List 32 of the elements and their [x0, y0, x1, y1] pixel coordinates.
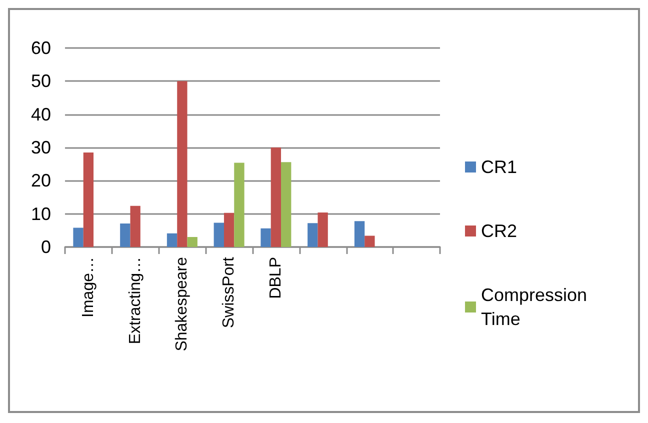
bar — [308, 223, 318, 247]
legend-label: Compression Time — [481, 285, 592, 329]
x-tick-label: DBLP — [267, 257, 284, 299]
x-tick-label: Shakespeare — [174, 256, 191, 352]
y-tick-label: 50 — [30, 71, 51, 92]
y-tick-label: 60 — [30, 38, 51, 58]
x-tick-label: SwissPort — [220, 256, 238, 328]
y-tick-label: 0 — [40, 237, 51, 257]
bar — [83, 152, 94, 247]
bar — [354, 221, 365, 247]
legend-label: CR1 — [481, 157, 518, 177]
bar — [234, 162, 244, 247]
bar — [281, 162, 292, 247]
y-tick-label: 40 — [30, 104, 51, 124]
bar — [120, 223, 130, 247]
bar — [187, 237, 198, 247]
bar — [214, 222, 224, 247]
y-tick-label: 20 — [30, 170, 51, 191]
x-tick-label: Image… — [80, 257, 97, 318]
bar — [177, 81, 188, 247]
bar — [73, 228, 84, 247]
y-tick-label: 30 — [30, 138, 51, 158]
bar — [364, 236, 375, 247]
y-tick-label: 10 — [30, 204, 51, 224]
x-tick-label: Extracting… — [126, 257, 144, 344]
legend-label: CR2 — [481, 221, 518, 241]
bar — [130, 206, 140, 247]
bar — [270, 148, 282, 247]
bar — [318, 212, 328, 247]
bar — [166, 233, 178, 247]
bar — [224, 212, 234, 247]
bar — [260, 228, 271, 247]
